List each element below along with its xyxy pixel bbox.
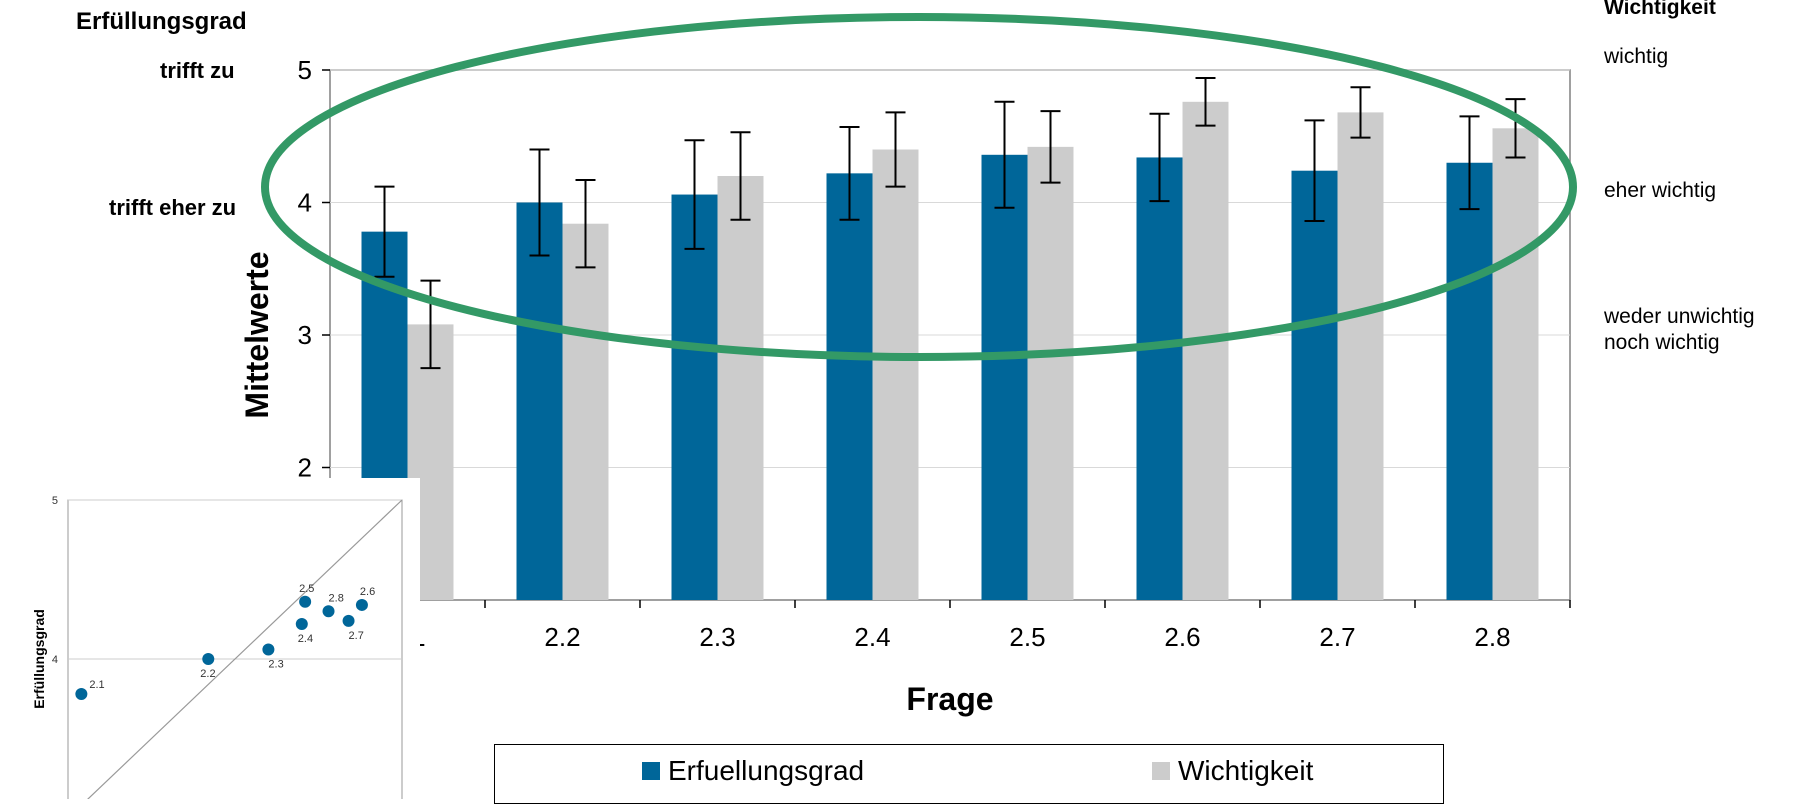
inset-point-label-2.3: 2.3 <box>268 658 283 670</box>
y-tick-label: 3 <box>298 320 312 350</box>
chart-legend: Erfuellungsgrad Wichtigkeit <box>494 744 1444 804</box>
inset-point-label-2.4: 2.4 <box>298 633 313 645</box>
legend-label-wichtigkeit: Wichtigkeit <box>1178 755 1314 786</box>
bar-wichtigkeit-2.4 <box>872 149 919 600</box>
x-axis-title: Frage <box>906 681 993 717</box>
bar-wichtigkeit-2.8 <box>1492 128 1539 601</box>
bar-wichtigkeit-2.2 <box>562 223 609 600</box>
inset-point-2.7 <box>342 614 355 627</box>
inset-diagonal-line <box>87 499 403 799</box>
right-scale-level-low: weder unwichtig noch wichtig <box>1604 305 1755 355</box>
x-tick-label-2.8: 2.8 <box>1474 622 1510 652</box>
inset-point-2.8 <box>322 605 335 618</box>
right-scale-level-mid: eher wichtig <box>1604 179 1717 202</box>
legend-label-erfuellungsgrad: Erfuellungsgrad <box>668 755 865 786</box>
legend-swatch-wichtigkeit <box>1152 762 1170 780</box>
left-scale-title: Erfüllungsgrad <box>76 8 247 35</box>
bar-wichtigkeit-2.3 <box>717 176 764 600</box>
left-scale-level-mid: trifft eher zu <box>109 195 237 220</box>
y-tick-label: 4 <box>298 188 312 218</box>
legend-item-erfuellungsgrad: Erfuellungsgrad <box>642 755 864 787</box>
left-scale-level-top: trifft zu <box>160 58 235 83</box>
inset-point-2.5 <box>299 595 312 608</box>
highlight-ellipse <box>261 13 1577 361</box>
y-tick-label: 5 <box>298 55 312 85</box>
inset-point-2.4 <box>295 618 308 631</box>
bar-erfuellungsgrad-2.8 <box>1446 162 1493 600</box>
inset-y-tick-label: 4 <box>52 654 58 666</box>
bar-erfuellungsgrad-2.5 <box>981 154 1028 601</box>
x-tick-label-2.4: 2.4 <box>854 622 890 652</box>
inset-point-label-2.6: 2.6 <box>360 586 375 598</box>
inset-point-label-2.7: 2.7 <box>349 630 364 642</box>
right-scale-level-top: wichtig <box>1604 45 1669 68</box>
right-scale-title-visible: Wichtigkeit <box>1604 0 1716 19</box>
bar-erfuellungsgrad-2.4 <box>826 173 873 600</box>
x-tick-label-2.7: 2.7 <box>1319 622 1355 652</box>
x-tick-label-2.2: 2.2 <box>544 622 580 652</box>
inset-plot-area <box>67 499 403 799</box>
x-tick-label-2.5: 2.5 <box>1009 622 1045 652</box>
inset-scatter-chart: 4 5 Erfüllungsgrad 2.1 2.2 2.3 2.4 2.5 2.6 2.7 2.8 <box>0 478 420 799</box>
legend-item-wichtigkeit: Wichtigkeit <box>1152 755 1313 787</box>
x-tick-label-2.6: 2.6 <box>1164 622 1200 652</box>
inset-point-2.6 <box>355 598 368 611</box>
y-tick-label: 2 <box>298 453 312 483</box>
inset-point-label-2.1: 2.1 <box>89 679 104 691</box>
bar-wichtigkeit-2.7 <box>1337 112 1384 601</box>
bar-erfuellungsgrad-2.3 <box>671 194 718 601</box>
bar-wichtigkeit-2.5 <box>1027 146 1074 600</box>
inset-y-axis-title: Erfüllungsgrad <box>31 609 47 709</box>
bar-wichtigkeit-2.6 <box>1182 101 1229 601</box>
inset-point-label-2.5: 2.5 <box>299 583 314 595</box>
bar-erfuellungsgrad-2.2 <box>516 202 563 600</box>
inset-point-2.1 <box>75 687 88 700</box>
inset-point-2.2 <box>202 653 215 665</box>
bar-erfuellungsgrad-2.6 <box>1136 157 1183 600</box>
inset-point-label-2.8: 2.8 <box>329 592 344 604</box>
inset-point-label-2.2: 2.2 <box>200 668 215 680</box>
bar-erfuellungsgrad-2.7 <box>1291 170 1338 600</box>
inset-y-tick-label: 5 <box>52 495 58 507</box>
inset-point-2.3 <box>262 643 275 656</box>
y-axis-title: Mittelwerte <box>239 251 275 418</box>
x-tick-label-2.3: 2.3 <box>699 622 735 652</box>
legend-swatch-erfuellungsgrad <box>642 762 660 780</box>
